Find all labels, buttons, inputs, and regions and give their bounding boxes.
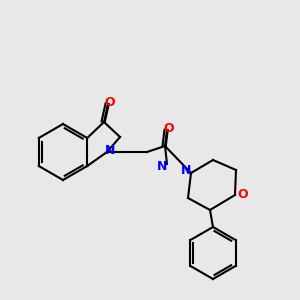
Text: N: N (157, 160, 167, 172)
Text: N: N (181, 164, 191, 178)
Text: O: O (238, 188, 248, 202)
Text: O: O (105, 95, 115, 109)
Text: O: O (164, 122, 174, 134)
Text: N: N (105, 143, 115, 157)
